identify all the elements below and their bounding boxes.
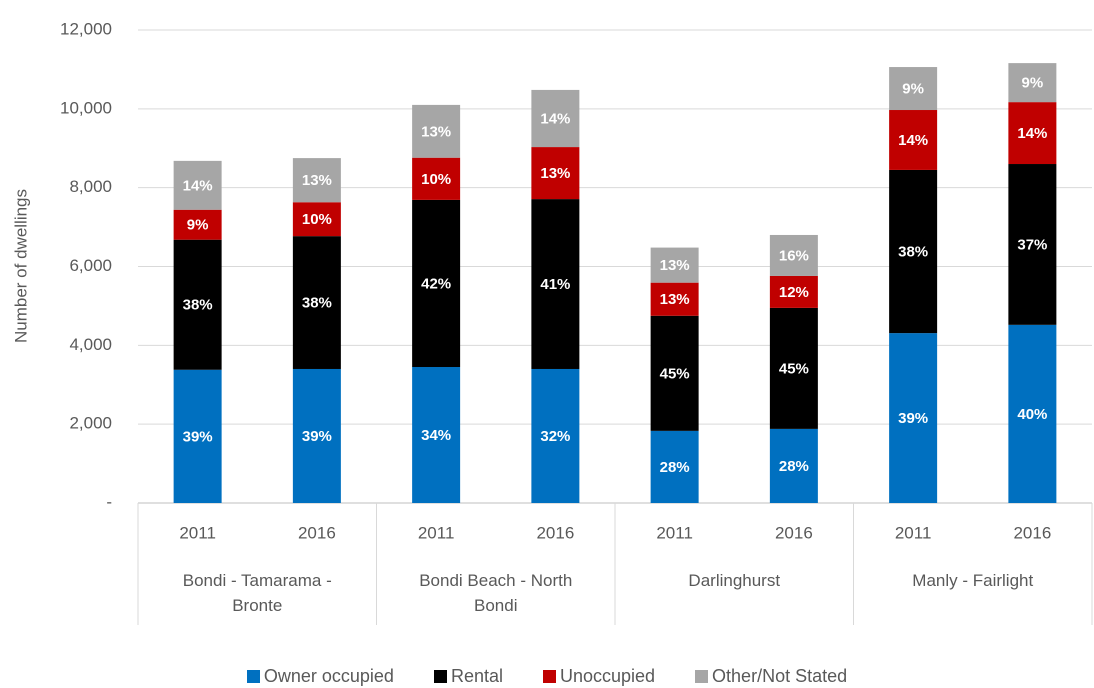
legend-item: Owner occupied (246, 666, 394, 687)
bar-segment (292, 368, 341, 503)
data-label: 28% (779, 458, 809, 475)
data-label: 14% (1017, 125, 1047, 142)
bar-segment (412, 199, 461, 368)
legend-swatch (246, 670, 260, 683)
legend-item: Other/Not Stated (695, 666, 847, 687)
x-tick-label: 2016 (1013, 523, 1051, 542)
bar-segment (531, 199, 580, 369)
y-tick-label: 10,000 (60, 98, 112, 117)
legend: Owner occupied Rental Unoccupied Other/Not … (0, 666, 1094, 687)
data-label: 45% (660, 365, 690, 382)
legend-label: Rental (450, 666, 503, 686)
bar-segment (173, 239, 222, 370)
y-tick-label: 8,000 (69, 177, 112, 196)
bar-segment (650, 282, 699, 316)
data-label: 41% (540, 276, 570, 293)
group-label: Manly - Fairlight (912, 571, 1034, 590)
data-label: 13% (660, 257, 690, 274)
bar-segment (1008, 164, 1057, 325)
x-tick-label: 2016 (536, 523, 574, 542)
bar-segment (769, 234, 818, 276)
data-label: 10% (421, 171, 451, 188)
x-tick-label: 2016 (298, 523, 336, 542)
data-label: 9% (187, 217, 209, 234)
legend-swatch (542, 670, 556, 683)
data-label: 38% (302, 295, 332, 312)
data-label: 9% (902, 81, 924, 98)
y-tick-label: 6,000 (69, 256, 112, 275)
y-tick-label: - (106, 492, 112, 511)
data-label: 9% (1022, 75, 1044, 92)
bar-segment (173, 209, 222, 240)
bar-segment (1008, 324, 1057, 503)
group-label: Bondi Beach - North Bondi (419, 571, 573, 615)
bar-segment (412, 367, 461, 503)
data-label: 37% (1017, 236, 1047, 253)
bar-segment (292, 158, 341, 203)
legend-item: Unoccupied (542, 666, 656, 687)
bar-segment (531, 368, 580, 503)
bar-segment (769, 307, 818, 429)
data-label: 14% (898, 132, 928, 149)
data-label: 32% (540, 428, 570, 445)
bar-segment (650, 315, 699, 431)
y-tick-label: 2,000 (69, 414, 112, 433)
legend-label: Other/Not Stated (712, 666, 848, 686)
data-label: 13% (540, 165, 570, 182)
data-label: 12% (779, 284, 809, 301)
legend-label: Owner occupied (263, 666, 394, 686)
legend-swatch (695, 670, 709, 683)
bar-segment (531, 147, 580, 200)
legend-label: Unoccupied (559, 666, 656, 686)
group-label: Darlinghurst (688, 571, 781, 590)
x-tick-label: 2011 (418, 523, 455, 542)
x-tick-label: 2016 (775, 523, 813, 542)
group-label: Bondi - Tamarama - Bronte (182, 571, 332, 615)
data-label: 34% (421, 427, 451, 444)
data-label: 45% (779, 360, 809, 377)
bar-segment (769, 275, 818, 308)
data-label: 10% (302, 211, 332, 228)
bar-segment (889, 333, 938, 503)
bar-segment (889, 67, 938, 111)
data-label: 13% (421, 123, 451, 140)
y-tick-label: 12,000 (60, 19, 112, 38)
data-label: 42% (421, 275, 451, 292)
x-tick-label: 2011 (179, 523, 216, 542)
data-label: 13% (660, 291, 690, 308)
bar-segment (650, 430, 699, 503)
data-label: 16% (779, 247, 809, 264)
data-label: 28% (660, 459, 690, 476)
data-label: 39% (183, 428, 213, 445)
x-tick-label: 2011 (656, 523, 693, 542)
legend-swatch (433, 670, 447, 683)
bar-segment (650, 247, 699, 283)
bar-segment (173, 160, 222, 210)
bar-segment (292, 236, 341, 369)
bar-segment (769, 428, 818, 503)
data-label: 40% (1017, 406, 1047, 423)
bar-segment (173, 369, 222, 503)
data-label: 38% (898, 243, 928, 260)
bar-segment (531, 89, 580, 148)
data-label: 39% (302, 428, 332, 445)
data-label: 39% (898, 410, 928, 427)
legend-item: Rental (433, 666, 503, 687)
bar-segment (292, 202, 341, 237)
bar-segment (889, 110, 938, 170)
bar-segment (412, 157, 461, 200)
data-label: 38% (183, 297, 213, 314)
x-tick-label: 2011 (895, 523, 932, 542)
y-axis-label: Number of dwellings (11, 189, 30, 343)
bar-segment (1008, 63, 1057, 103)
data-label: 13% (302, 172, 332, 189)
data-label: 14% (540, 110, 570, 127)
bar-segment (1008, 102, 1057, 165)
y-tick-label: 4,000 (69, 335, 112, 354)
bar-segment (412, 104, 461, 158)
data-label: 14% (183, 177, 213, 194)
bar-segment (889, 169, 938, 334)
